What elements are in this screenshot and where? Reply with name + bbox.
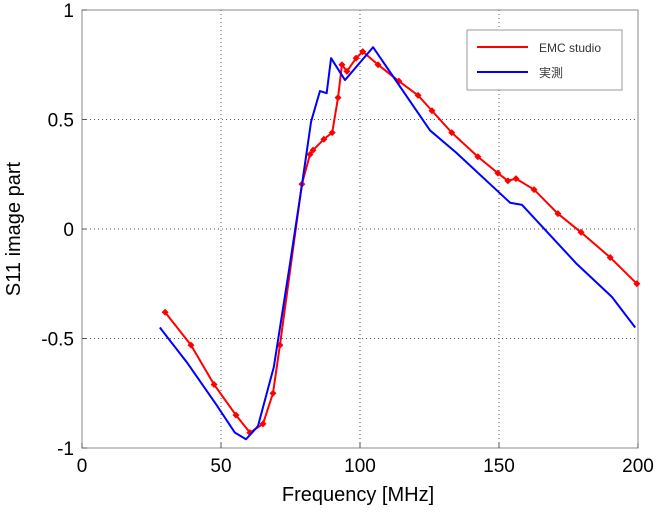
- legend-label-measured: 実測: [539, 65, 563, 80]
- data-point: [359, 48, 367, 56]
- y-tick-label: 0.5: [48, 111, 74, 132]
- series-group: [159, 46, 641, 441]
- x-tick-label: 50: [210, 456, 231, 477]
- data-point: [554, 210, 562, 218]
- grid: [82, 10, 638, 448]
- data-point: [338, 61, 346, 69]
- y-tick-label: 0: [63, 220, 74, 241]
- data-point: [512, 175, 520, 183]
- legend-box: [466, 29, 623, 91]
- data-point: [306, 151, 314, 159]
- data-point: [474, 153, 482, 161]
- data-point: [633, 280, 641, 288]
- data-point: [309, 146, 317, 154]
- data-point: [210, 380, 218, 388]
- series-line-1: [159, 46, 637, 441]
- data-point: [259, 420, 267, 428]
- y-ticks: -1 -0.5 0 0.5 1: [41, 1, 87, 460]
- x-tick-label: 0: [77, 456, 88, 477]
- data-point: [374, 61, 382, 69]
- legend: EMC studio 実測: [466, 29, 623, 91]
- data-point: [352, 54, 360, 62]
- data-point: [577, 228, 585, 236]
- data-point: [414, 91, 422, 99]
- data-point: [606, 253, 614, 261]
- data-point: [504, 177, 512, 185]
- data-point: [494, 169, 502, 177]
- y-tick-label: 1: [63, 1, 74, 22]
- data-point: [269, 389, 277, 397]
- data-point: [530, 186, 538, 194]
- x-tick-label: 150: [483, 456, 515, 477]
- data-point: [187, 341, 195, 349]
- data-point: [334, 94, 342, 102]
- data-point: [161, 308, 169, 316]
- y-tick-label: -1: [57, 439, 74, 460]
- x-axis-label: Frequency [MHz]: [282, 484, 434, 506]
- data-point: [428, 107, 436, 115]
- legend-label-emc-studio: EMC studio: [539, 41, 601, 55]
- y-tick-label: -0.5: [41, 330, 74, 351]
- x-tick-label: 200: [622, 456, 654, 477]
- y-axis-label: S11 image part: [3, 161, 25, 296]
- data-point: [343, 67, 351, 75]
- data-point: [320, 135, 328, 143]
- data-point: [448, 129, 456, 137]
- data-point: [328, 129, 336, 137]
- x-ticks: 0 50 100 150 200: [77, 443, 654, 477]
- x-tick-label: 100: [344, 456, 376, 477]
- data-point: [232, 411, 240, 419]
